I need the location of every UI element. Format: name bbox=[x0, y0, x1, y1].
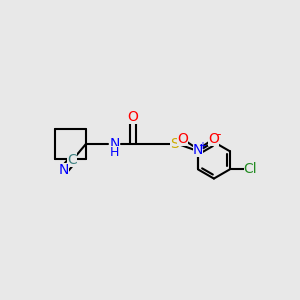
Text: -: - bbox=[216, 128, 221, 141]
Text: N: N bbox=[59, 163, 69, 177]
Text: +: + bbox=[198, 141, 206, 151]
Text: S: S bbox=[170, 137, 178, 151]
Text: N: N bbox=[109, 136, 120, 151]
Text: N: N bbox=[193, 143, 203, 157]
Text: O: O bbox=[128, 110, 138, 124]
Text: O: O bbox=[208, 132, 219, 146]
Text: C: C bbox=[67, 153, 76, 167]
Text: O: O bbox=[177, 132, 188, 146]
Text: Cl: Cl bbox=[244, 162, 257, 176]
Text: H: H bbox=[110, 146, 119, 159]
